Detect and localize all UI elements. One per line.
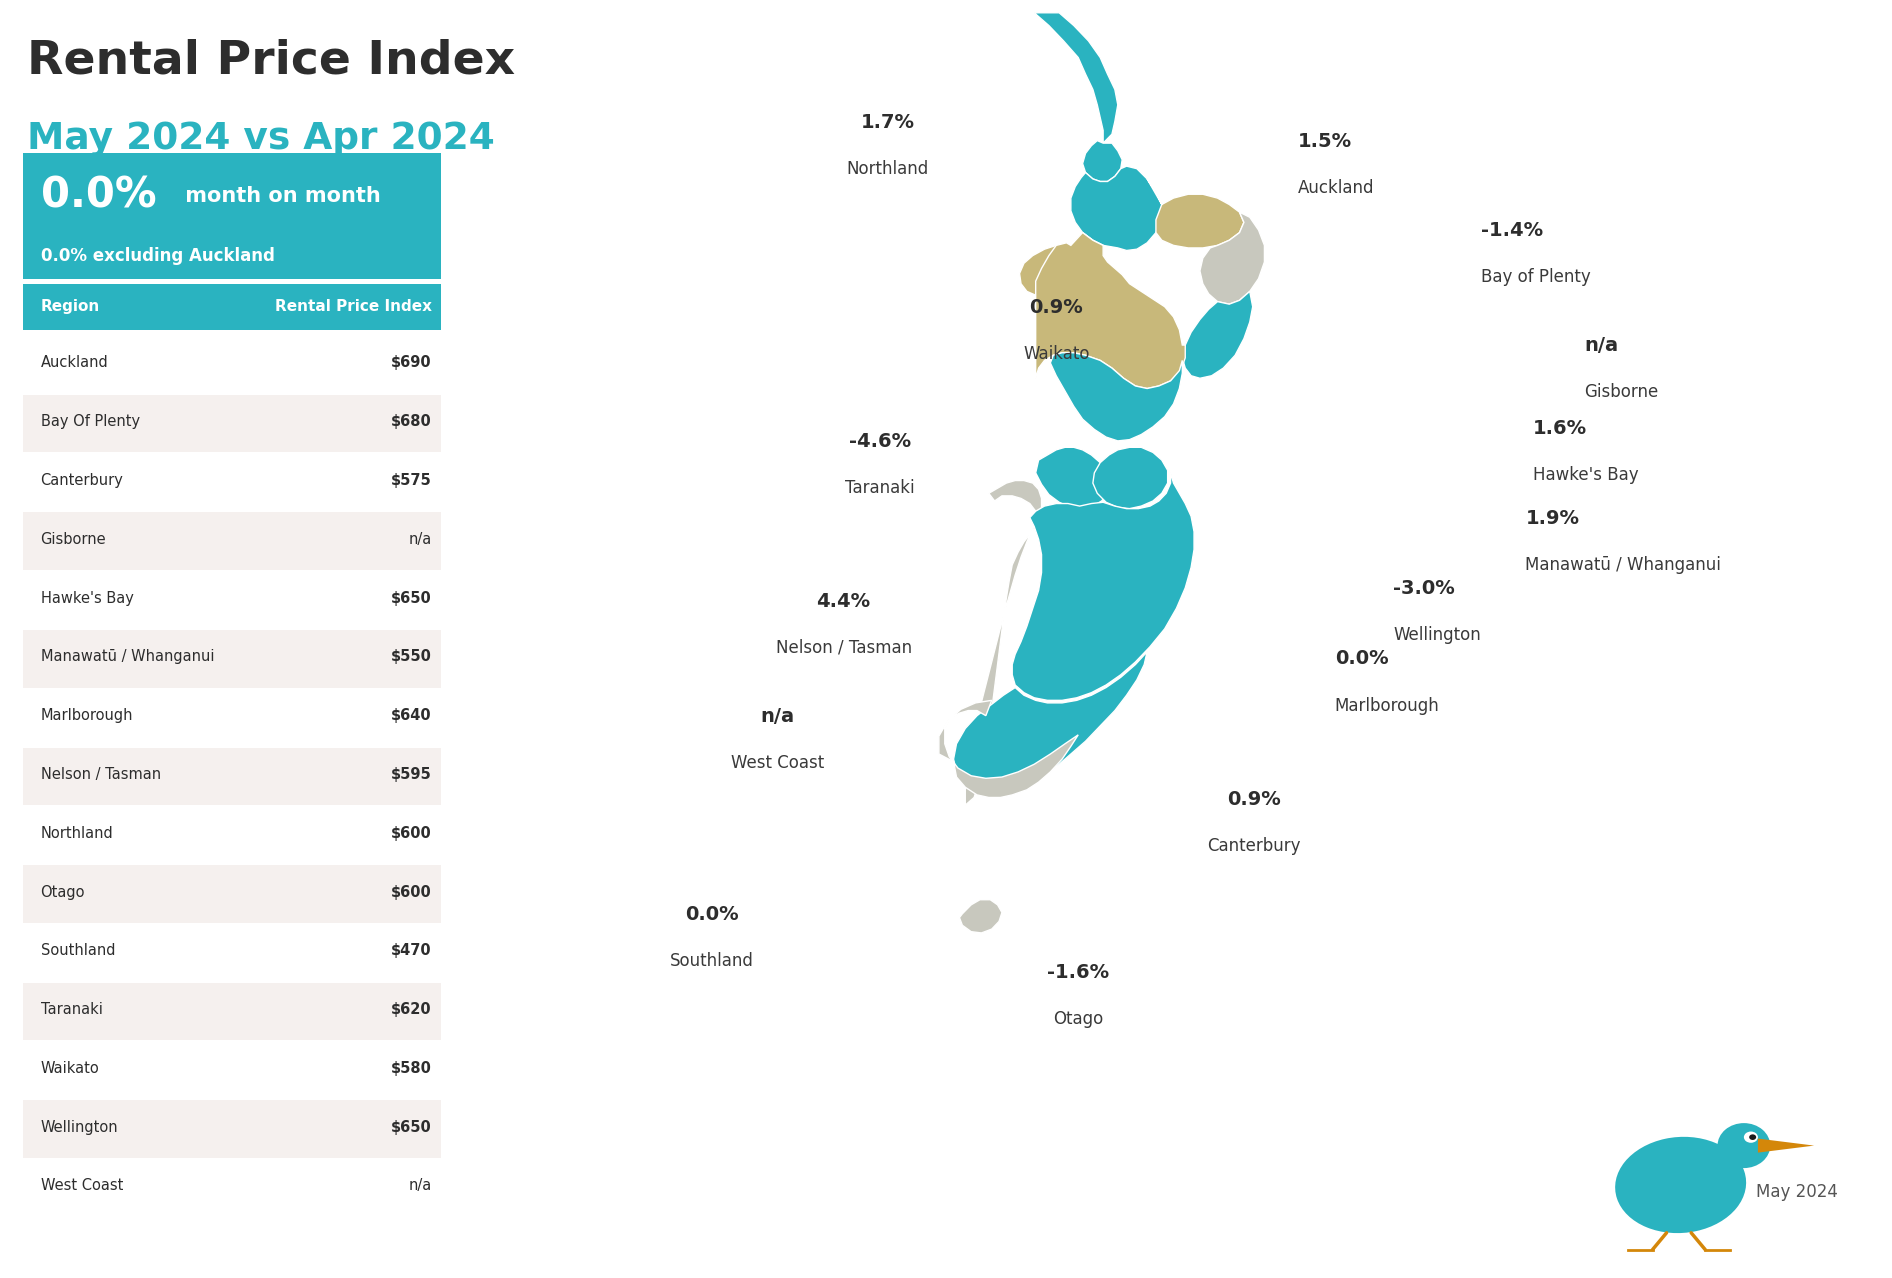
- FancyBboxPatch shape: [23, 153, 441, 279]
- Text: Manawatū / Whanganui: Manawatū / Whanganui: [1525, 556, 1722, 574]
- Polygon shape: [959, 900, 1003, 933]
- Text: Gisborne: Gisborne: [1584, 383, 1657, 401]
- Text: Auckland: Auckland: [40, 355, 108, 371]
- Text: $575: $575: [392, 473, 431, 488]
- Text: Manawatū / Whanganui: Manawatū / Whanganui: [40, 649, 214, 665]
- Polygon shape: [1050, 353, 1182, 441]
- Text: $550: $550: [392, 649, 431, 665]
- Text: 0.0%: 0.0%: [1334, 649, 1389, 668]
- Polygon shape: [954, 652, 1147, 792]
- FancyBboxPatch shape: [23, 1100, 441, 1158]
- FancyBboxPatch shape: [23, 512, 441, 570]
- FancyBboxPatch shape: [23, 865, 441, 923]
- Text: $470: $470: [392, 943, 431, 958]
- Text: Marlborough: Marlborough: [40, 708, 132, 723]
- Polygon shape: [1071, 166, 1162, 250]
- Text: 1.5%: 1.5%: [1298, 132, 1353, 151]
- Text: Nelson / Tasman: Nelson / Tasman: [776, 639, 912, 657]
- Circle shape: [1748, 1135, 1756, 1140]
- FancyBboxPatch shape: [23, 284, 441, 330]
- Text: 4.4%: 4.4%: [817, 592, 870, 611]
- Text: $640: $640: [392, 708, 431, 723]
- Text: $650: $650: [392, 1120, 431, 1135]
- Text: West Coast: West Coast: [40, 1178, 123, 1194]
- Text: 1.6%: 1.6%: [1533, 419, 1587, 438]
- Polygon shape: [1147, 179, 1243, 248]
- Ellipse shape: [1616, 1137, 1746, 1233]
- Text: Waikato: Waikato: [1024, 345, 1090, 363]
- Polygon shape: [1182, 291, 1253, 378]
- Text: Canterbury: Canterbury: [40, 473, 123, 488]
- Text: 1.9%: 1.9%: [1525, 509, 1580, 528]
- Text: Otago: Otago: [1054, 1010, 1103, 1028]
- Text: $600: $600: [392, 826, 431, 841]
- Circle shape: [1744, 1131, 1758, 1143]
- Text: $600: $600: [392, 884, 431, 900]
- Text: Rental Price Index: Rental Price Index: [274, 299, 431, 314]
- Text: n/a: n/a: [1584, 336, 1618, 355]
- Text: Marlborough: Marlborough: [1334, 697, 1440, 714]
- Text: 0.0%: 0.0%: [685, 905, 738, 924]
- Text: Gisborne: Gisborne: [40, 532, 106, 547]
- Text: 0.9%: 0.9%: [1228, 790, 1281, 809]
- Polygon shape: [1035, 233, 1184, 389]
- Text: Auckland: Auckland: [1298, 179, 1375, 197]
- Polygon shape: [1082, 141, 1122, 181]
- Text: month on month: month on month: [178, 185, 380, 206]
- Text: Hawke's Bay: Hawke's Bay: [1533, 466, 1638, 484]
- Text: Rental Price Index: Rental Price Index: [26, 38, 515, 83]
- Text: 0.0%: 0.0%: [40, 175, 157, 216]
- Polygon shape: [1094, 447, 1167, 509]
- FancyBboxPatch shape: [23, 395, 441, 452]
- Text: Southland: Southland: [40, 943, 115, 958]
- Text: 0.9%: 0.9%: [1029, 298, 1082, 317]
- FancyBboxPatch shape: [23, 983, 441, 1040]
- Text: Region: Region: [40, 299, 100, 314]
- Polygon shape: [965, 481, 1041, 805]
- Text: May 2024: May 2024: [1756, 1183, 1837, 1201]
- Polygon shape: [938, 700, 1078, 797]
- Text: -4.6%: -4.6%: [850, 432, 912, 451]
- Text: -1.6%: -1.6%: [1046, 962, 1109, 982]
- Text: -1.4%: -1.4%: [1481, 221, 1544, 240]
- Ellipse shape: [1718, 1123, 1771, 1168]
- Text: May 2024 vs Apr 2024: May 2024 vs Apr 2024: [26, 121, 496, 157]
- Text: 0.0% excluding Auckland: 0.0% excluding Auckland: [40, 247, 274, 265]
- Polygon shape: [1020, 233, 1103, 296]
- FancyBboxPatch shape: [23, 748, 441, 805]
- Text: n/a: n/a: [409, 532, 431, 547]
- Text: 1.7%: 1.7%: [861, 112, 914, 132]
- Text: Otago: Otago: [40, 884, 85, 900]
- Text: n/a: n/a: [761, 707, 795, 726]
- FancyBboxPatch shape: [23, 630, 441, 688]
- Text: $690: $690: [392, 355, 431, 371]
- Text: $650: $650: [392, 590, 431, 606]
- Text: Southland: Southland: [670, 952, 753, 970]
- Text: $680: $680: [392, 414, 431, 429]
- Polygon shape: [1035, 447, 1109, 509]
- Text: Hawke's Bay: Hawke's Bay: [40, 590, 134, 606]
- Polygon shape: [1035, 13, 1118, 143]
- Text: Northland: Northland: [846, 160, 929, 178]
- Text: Taranaki: Taranaki: [846, 479, 916, 497]
- Polygon shape: [1758, 1139, 1814, 1153]
- Text: Nelson / Tasman: Nelson / Tasman: [40, 767, 161, 782]
- Text: Taranaki: Taranaki: [40, 1002, 102, 1017]
- Text: Bay of Plenty: Bay of Plenty: [1481, 268, 1591, 286]
- Text: Wellington: Wellington: [1393, 626, 1481, 644]
- Text: $620: $620: [392, 1002, 431, 1017]
- Text: n/a: n/a: [409, 1178, 431, 1194]
- Text: Waikato: Waikato: [40, 1061, 100, 1076]
- Text: Wellington: Wellington: [40, 1120, 117, 1135]
- Text: West Coast: West Coast: [730, 754, 825, 772]
- Text: $595: $595: [392, 767, 431, 782]
- Text: $580: $580: [392, 1061, 431, 1076]
- Text: Northland: Northland: [40, 826, 114, 841]
- Polygon shape: [1012, 473, 1194, 700]
- Text: Canterbury: Canterbury: [1207, 837, 1302, 855]
- Text: Bay Of Plenty: Bay Of Plenty: [40, 414, 140, 429]
- Polygon shape: [1200, 212, 1264, 304]
- Text: -3.0%: -3.0%: [1393, 579, 1455, 598]
